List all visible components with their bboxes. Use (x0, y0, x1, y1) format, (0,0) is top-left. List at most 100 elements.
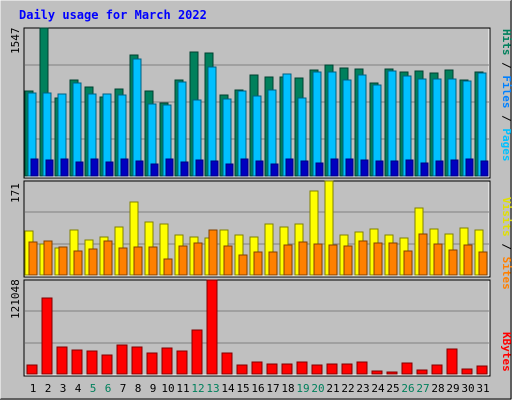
sites-bar (328, 244, 338, 276)
kbytes-bar (176, 350, 188, 375)
x-tick-label: 13 (206, 382, 219, 395)
kbytes-bar (161, 347, 173, 375)
x-tick-label: 29 (446, 382, 459, 395)
pages-bar (315, 162, 324, 177)
kbytes-bar (386, 371, 398, 375)
x-tick-label: 7 (120, 382, 127, 395)
x-tick-label: 1 (30, 382, 37, 395)
x-tick-label: 28 (431, 382, 444, 395)
sites-bar (103, 240, 113, 276)
pages-bar (330, 158, 339, 177)
kbytes-bar (116, 344, 128, 375)
kbytes-bar (416, 369, 428, 375)
legend-sep-1: / (500, 56, 512, 76)
x-tick-label: 23 (356, 382, 369, 395)
middle-legend: Visits / Sites (500, 197, 512, 290)
x-tick-label: 26 (401, 382, 414, 395)
files-bar (207, 66, 217, 177)
kbytes-bar (26, 364, 38, 375)
top-legend: Hits / Files / Pages (500, 29, 512, 162)
sites-bar (358, 240, 368, 276)
pages-bar (180, 161, 189, 177)
sites-bar (463, 244, 473, 276)
pages-bar (240, 158, 249, 177)
kbytes-bar (146, 352, 158, 375)
pages-bar (60, 158, 69, 177)
kbytes-bar (476, 365, 488, 375)
x-tick-label: 16 (251, 382, 264, 395)
pages-bar (345, 158, 354, 177)
legend-hits: Hits (500, 29, 512, 56)
sites-bar (223, 245, 233, 276)
sites-bar (133, 246, 143, 276)
pages-bar (165, 158, 174, 177)
panel-bottom (23, 279, 491, 377)
sites-bar (283, 244, 293, 276)
kbytes-bar (341, 363, 353, 375)
x-tick-label: 30 (461, 382, 474, 395)
kbytes-bar (461, 368, 473, 375)
x-tick-label: 20 (311, 382, 324, 395)
sites-bar (343, 245, 353, 276)
sites-bar (478, 251, 488, 276)
sites-bar (238, 254, 248, 276)
pages-bar (195, 159, 204, 177)
files-bar (267, 89, 277, 177)
x-tick-label: 15 (236, 382, 249, 395)
x-tick-label: 2 (45, 382, 52, 395)
sites-bar (298, 241, 308, 276)
sites-bar (268, 251, 278, 276)
x-tick-label: 31 (476, 382, 489, 395)
files-bar (132, 58, 142, 177)
files-bar (312, 71, 322, 177)
sites-bar (388, 242, 398, 276)
x-tick-label: 9 (150, 382, 157, 395)
legend-sites: Sites (500, 257, 512, 290)
pages-bar (270, 163, 279, 177)
sites-bar (88, 248, 98, 276)
legend-kbytes: KBytes (500, 332, 512, 372)
legend-visits: Visits (500, 197, 512, 237)
x-tick-label: 19 (296, 382, 309, 395)
pages-bar (480, 160, 489, 177)
pages-bar (300, 160, 309, 177)
kbytes-bar (266, 363, 278, 375)
kbytes-bar (101, 354, 113, 375)
kbytes-bar (56, 346, 68, 375)
kbytes-bar (191, 329, 203, 375)
x-tick-label: 12 (191, 382, 204, 395)
sites-bar (208, 229, 218, 276)
x-tick-label: 18 (281, 382, 294, 395)
sites-bar (373, 242, 383, 276)
bottom-legend: KBytes (500, 332, 512, 372)
legend-files: Files (500, 75, 512, 108)
pages-bar (150, 163, 159, 177)
x-tick-label: 11 (176, 382, 189, 395)
kbytes-bar (41, 297, 53, 375)
legend-pages: Pages (500, 128, 512, 161)
sites-bar (28, 241, 38, 276)
x-tick-label: 17 (266, 382, 279, 395)
x-tick-label: 3 (60, 382, 67, 395)
kbytes-bar (401, 362, 413, 375)
kbytes-bar (356, 361, 368, 375)
pages-bar (255, 160, 264, 177)
kbytes-bar (236, 364, 248, 375)
kbytes-bar (131, 346, 143, 375)
pages-bar (225, 163, 234, 177)
kbytes-bar (326, 363, 338, 375)
sites-bar (118, 247, 128, 276)
files-bar (387, 70, 397, 177)
kbytes-bar (296, 361, 308, 375)
x-tick-label: 21 (326, 382, 339, 395)
pages-bar (90, 158, 99, 177)
files-bar (417, 78, 427, 177)
kbytes-bar (281, 363, 293, 375)
pages-bar (360, 159, 369, 177)
sites-bar (253, 251, 263, 276)
x-axis-labels: 1 2 3 4 5 6 7 8 9 10 11 12 13 14 15 16 17 18 19 20 21 22 23 24 2… (30, 382, 490, 395)
pages-bar (390, 160, 399, 177)
kbytes-bar (251, 361, 263, 375)
sites-bar (73, 250, 83, 276)
